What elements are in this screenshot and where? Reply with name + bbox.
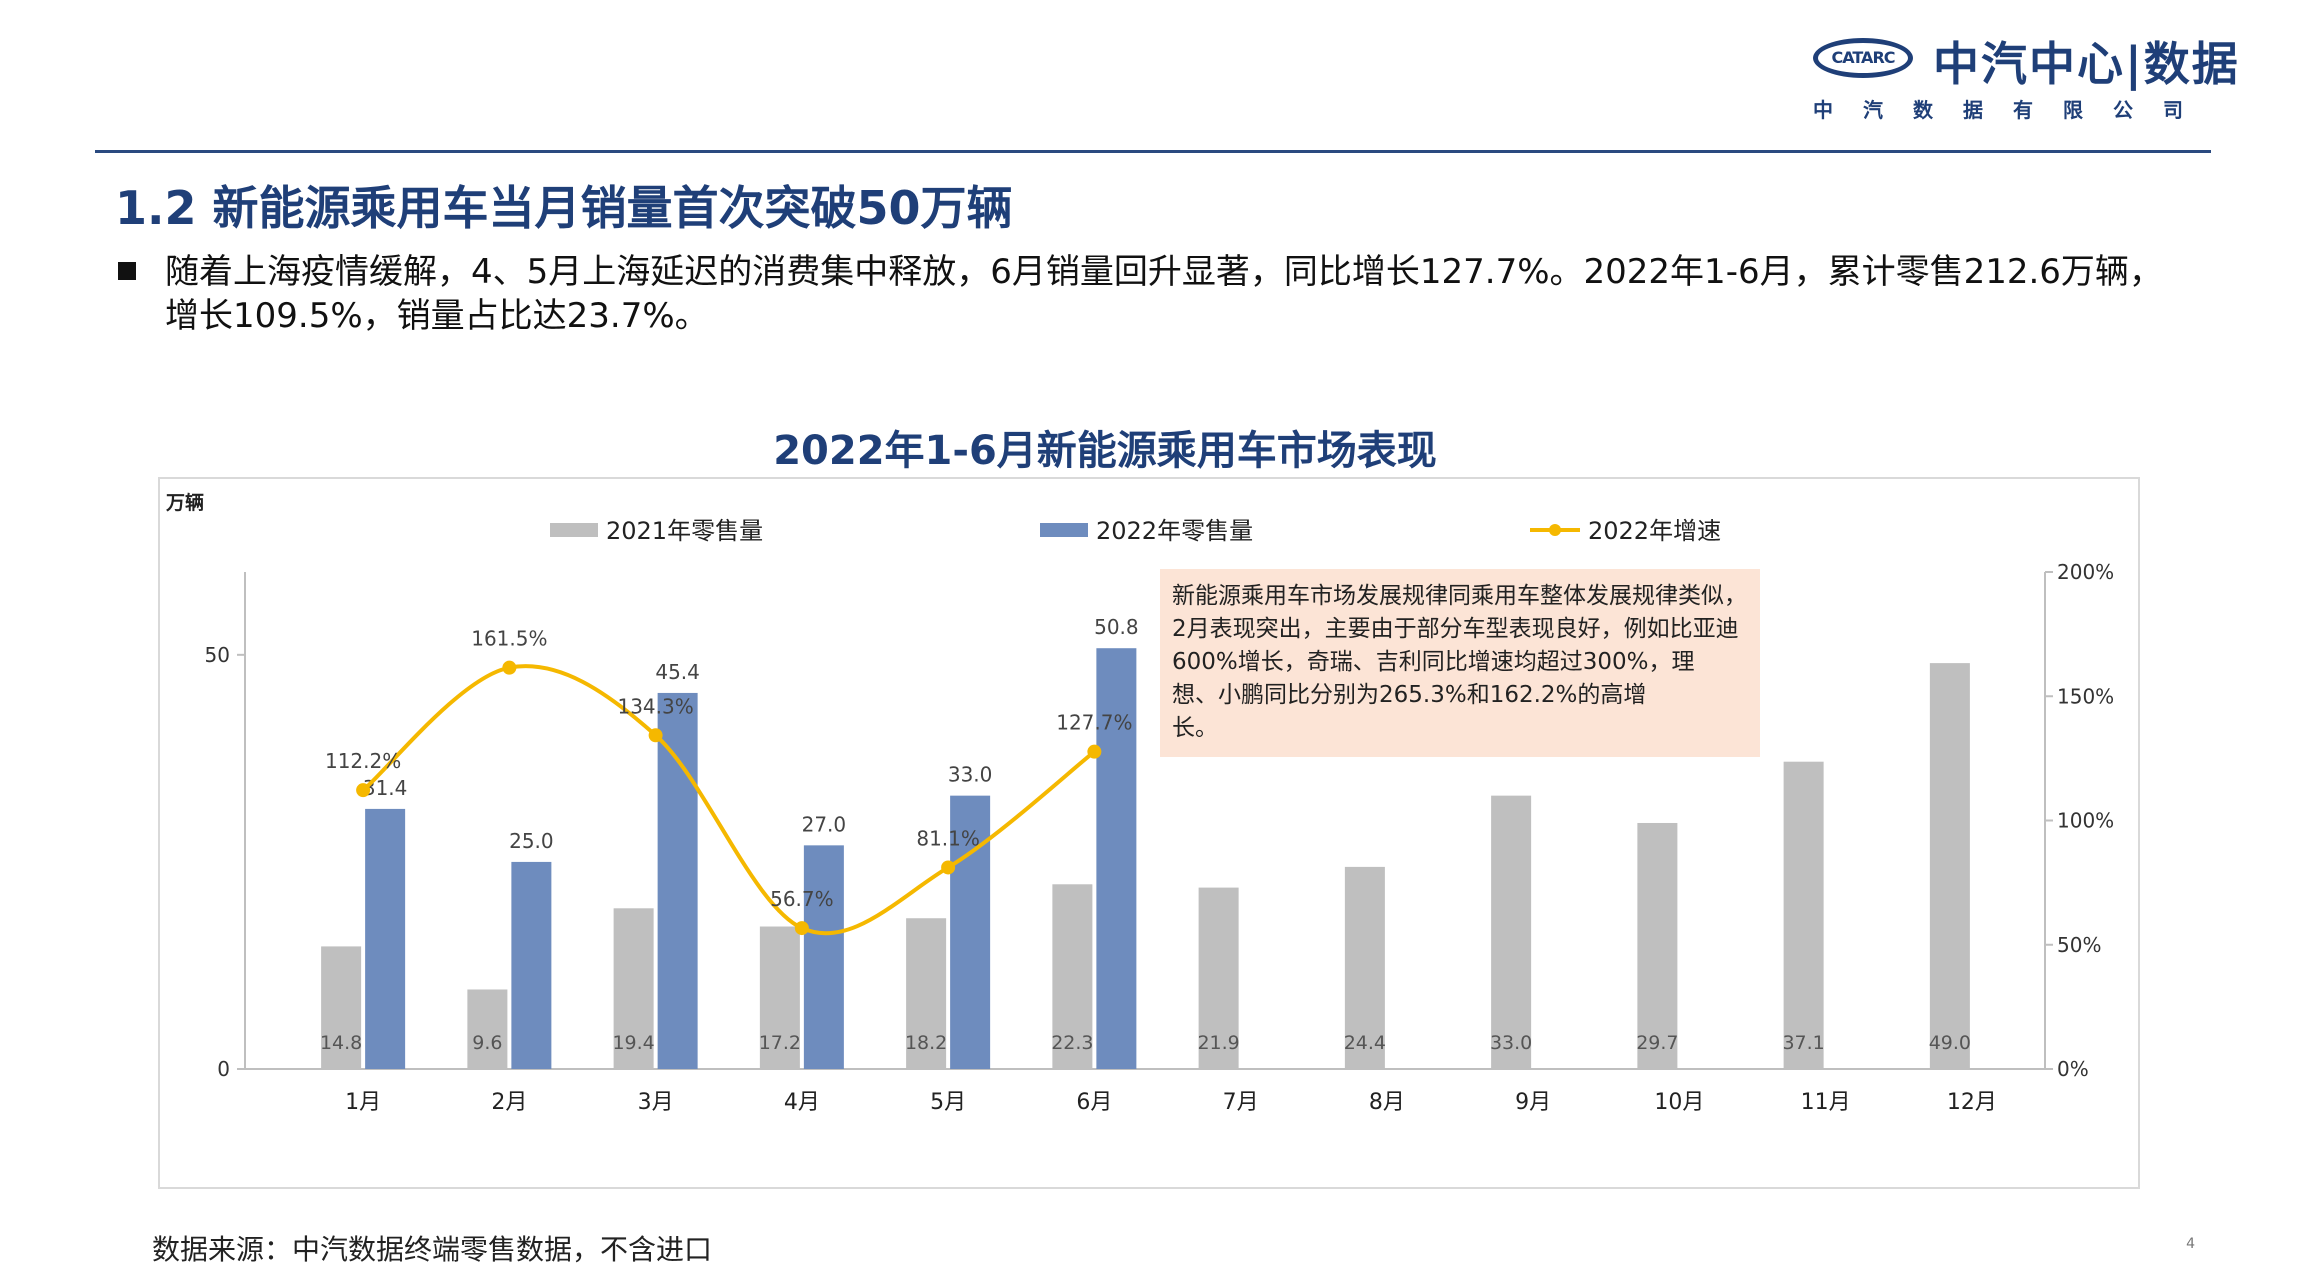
bar-2021-label: 17.2 [759, 1032, 801, 1054]
growth-label: 127.7% [1056, 711, 1132, 735]
bar-2021-label: 22.3 [1051, 1032, 1093, 1054]
growth-label: 112.2% [325, 749, 401, 773]
growth-label: 81.1% [916, 826, 980, 850]
right-axis-tick-label: 200% [2057, 560, 2114, 584]
legend-label-2021: 2021年零售量 [606, 517, 763, 545]
x-axis-category-label: 2月 [491, 1090, 527, 1115]
left-axis-unit-label: 万辆 [165, 491, 204, 514]
bar-2021 [1783, 761, 1824, 1069]
company-logo: CATARC 中汽中心|数据 中汽数据有限公司 [1803, 28, 2238, 128]
growth-point [941, 860, 956, 875]
x-axis-category-label: 1月 [345, 1090, 381, 1115]
annotation-text-line: 600%增长，奇瑞、吉利同比增速均超过300%，理 [1172, 649, 1695, 675]
bar-2021 [906, 918, 947, 1069]
logo-text: 中汽中心|数据 [1933, 37, 2240, 91]
chart-frame: 0 50 万辆 0% 50% 100% 150% 200% 2021年零售量 2022年零售量 20… [158, 477, 2140, 1189]
annotation-text-line: 想、小鹏同比分别为265.3%和162.2%的高增 [1172, 682, 1646, 708]
logo-subtext: 中汽数据有限公司 [1813, 98, 2213, 122]
legend-swatch-2021 [550, 523, 598, 537]
bar-2021 [1637, 822, 1678, 1069]
bar-2021 [321, 946, 362, 1069]
bar-2022-label: 33.0 [948, 763, 993, 787]
bar-2021 [613, 908, 654, 1069]
right-axis-tick-label: 50% [2057, 933, 2101, 957]
growth-line [361, 664, 1096, 936]
x-axis-category-label: 7月 [1223, 1090, 1259, 1115]
x-axis-category-label: 5月 [930, 1090, 966, 1115]
right-axis-tick-label: 100% [2057, 809, 2114, 833]
left-axis-tick-label: 0 [217, 1057, 230, 1081]
x-axis-category-label: 3月 [638, 1090, 674, 1115]
annotation-text-line: 新能源乘用车市场发展规律同乘用车整体发展规律类似， [1172, 583, 1747, 609]
x-axis-category-label: 6月 [1076, 1090, 1112, 1115]
right-axis-tick-label: 150% [2057, 684, 2114, 708]
x-axis-category-label: 12月 [1947, 1090, 1997, 1115]
legend-marker-growth [1549, 524, 1561, 536]
bar-2021-label: 18.2 [905, 1032, 947, 1054]
x-axis-category-label: 4月 [784, 1090, 820, 1115]
bar-2021-label: 14.8 [320, 1032, 362, 1054]
growth-label: 161.5% [471, 627, 547, 651]
legend-swatch-2022 [1040, 523, 1088, 537]
x-axis-category-label: 8月 [1369, 1090, 1405, 1115]
data-source-note: 数据来源：中汽数据终端零售数据，不含进口 [152, 1233, 713, 1266]
bar-2022-label: 45.4 [655, 660, 700, 684]
growth-point [648, 728, 663, 743]
bar-2021 [467, 989, 508, 1069]
bullet-square-icon [118, 262, 136, 280]
growth-point [502, 660, 517, 675]
left-axis-tick-label: 50 [205, 643, 230, 667]
bar-2022-label: 27.0 [802, 812, 847, 836]
legend-label-2022: 2022年零售量 [1096, 517, 1253, 545]
bar-2021 [1491, 795, 1532, 1069]
bar-2022 [657, 692, 698, 1069]
growth-point [1087, 744, 1102, 759]
annotation-box [1160, 569, 1760, 757]
bar-2022-label: 50.8 [1094, 615, 1139, 639]
chart-title: 2022年1-6月新能源乘用车市场表现 [773, 428, 1437, 474]
sales-chart: 0 50 万辆 0% 50% 100% 150% 200% 2021年零售量 2022年零售量 20… [165, 491, 2114, 1115]
right-axis-tick-label: 0% [2057, 1057, 2089, 1081]
page-number: 4 [2186, 1236, 2195, 1252]
bar-2021-label: 37.1 [1782, 1032, 1824, 1054]
bar-2021-label: 19.4 [612, 1032, 654, 1054]
bar-2021 [1052, 884, 1093, 1069]
bar-2021 [1929, 663, 1970, 1069]
growth-label: 56.7% [770, 887, 834, 911]
bar-2021-label: 9.6 [472, 1032, 502, 1054]
x-axis-category-label: 11月 [1801, 1090, 1851, 1115]
bar-2022 [803, 845, 844, 1069]
bar-2021-label: 33.0 [1490, 1032, 1532, 1054]
bar-2021 [759, 926, 800, 1069]
bar-2021-label: 24.4 [1344, 1032, 1386, 1054]
legend-label-growth: 2022年增速 [1588, 517, 1721, 545]
section-title: 1.2 新能源乘用车当月销量首次突破50万辆 [115, 181, 1013, 235]
bar-2021-label: 29.7 [1636, 1032, 1678, 1054]
growth-label: 134.3% [617, 694, 693, 718]
bar-2022-label: 25.0 [509, 829, 554, 853]
bar-2022 [1096, 648, 1137, 1069]
bullet-text: 随着上海疫情缓解，4、5月上海延迟的消费集中释放，6月销量回升显著，同比增长12… [165, 252, 2163, 336]
bar-2022-label: 31.4 [363, 776, 408, 800]
bar-2022 [365, 808, 406, 1069]
header-divider [95, 150, 2211, 153]
x-axis-category-label: 9月 [1515, 1090, 1551, 1115]
bar-2022 [511, 861, 552, 1069]
x-axis-category-label: 10月 [1654, 1090, 1704, 1115]
bar-2021 [1344, 866, 1385, 1069]
annotation-text-line: 长。 [1172, 715, 1218, 741]
annotation-text-line: 2月表现突出，主要由于部分车型表现良好，例如比亚迪 [1172, 616, 1739, 642]
catarc-logo-mark: CATARC [1813, 38, 1913, 78]
bar-2021 [1198, 887, 1239, 1069]
growth-point [794, 921, 809, 936]
growth-point [356, 783, 371, 798]
bar-2021-label: 49.0 [1929, 1032, 1971, 1054]
bar-2021-label: 21.9 [1197, 1032, 1239, 1054]
